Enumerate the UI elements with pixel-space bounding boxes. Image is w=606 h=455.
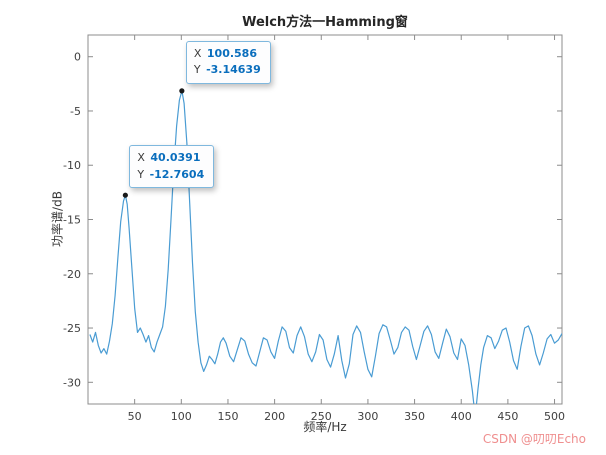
x-tick-label: 400 [451,410,472,423]
datatip-row: Y -3.14639 [193,63,261,77]
x-tick-label: 200 [264,410,285,423]
x-tick-label: 150 [217,410,238,423]
datatip-marker[interactable] [179,88,185,94]
y-tick-label: -30 [63,376,81,389]
datatip[interactable]: X 100.586 Y -3.14639 [185,40,271,84]
y-tick-label: 0 [74,51,81,64]
y-axis-label: 功率谱/dB [50,191,65,247]
x-tick-label: 50 [128,410,142,423]
y-tick-label: -20 [63,268,81,281]
x-tick-label: 100 [171,410,192,423]
y-tick-label: -5 [70,105,81,118]
plot-title: Welch方法一Hamming窗 [242,15,408,30]
watermark: CSDN @叨叨Echo [482,432,586,446]
datatip-row: X 40.0391 [137,151,201,165]
spectrum-line [89,90,562,404]
y-tick-label: -10 [63,159,81,172]
datatip-row: Y -12.7604 [137,167,205,181]
x-tick-label: 300 [357,410,378,423]
y-tick-label: -15 [63,214,81,227]
x-tick-label: 450 [497,410,518,423]
datatip-row: X 100.586 [193,46,257,60]
x-tick-label: 250 [311,410,332,423]
datatip-marker[interactable] [122,192,128,198]
x-tick-label: 350 [404,410,425,423]
datatip[interactable]: X 40.0391 Y -12.7604 [129,145,215,189]
y-tick-label: -25 [63,322,81,335]
x-tick-label: 500 [544,410,565,423]
x-axis-label: 频率/Hz [303,420,347,434]
